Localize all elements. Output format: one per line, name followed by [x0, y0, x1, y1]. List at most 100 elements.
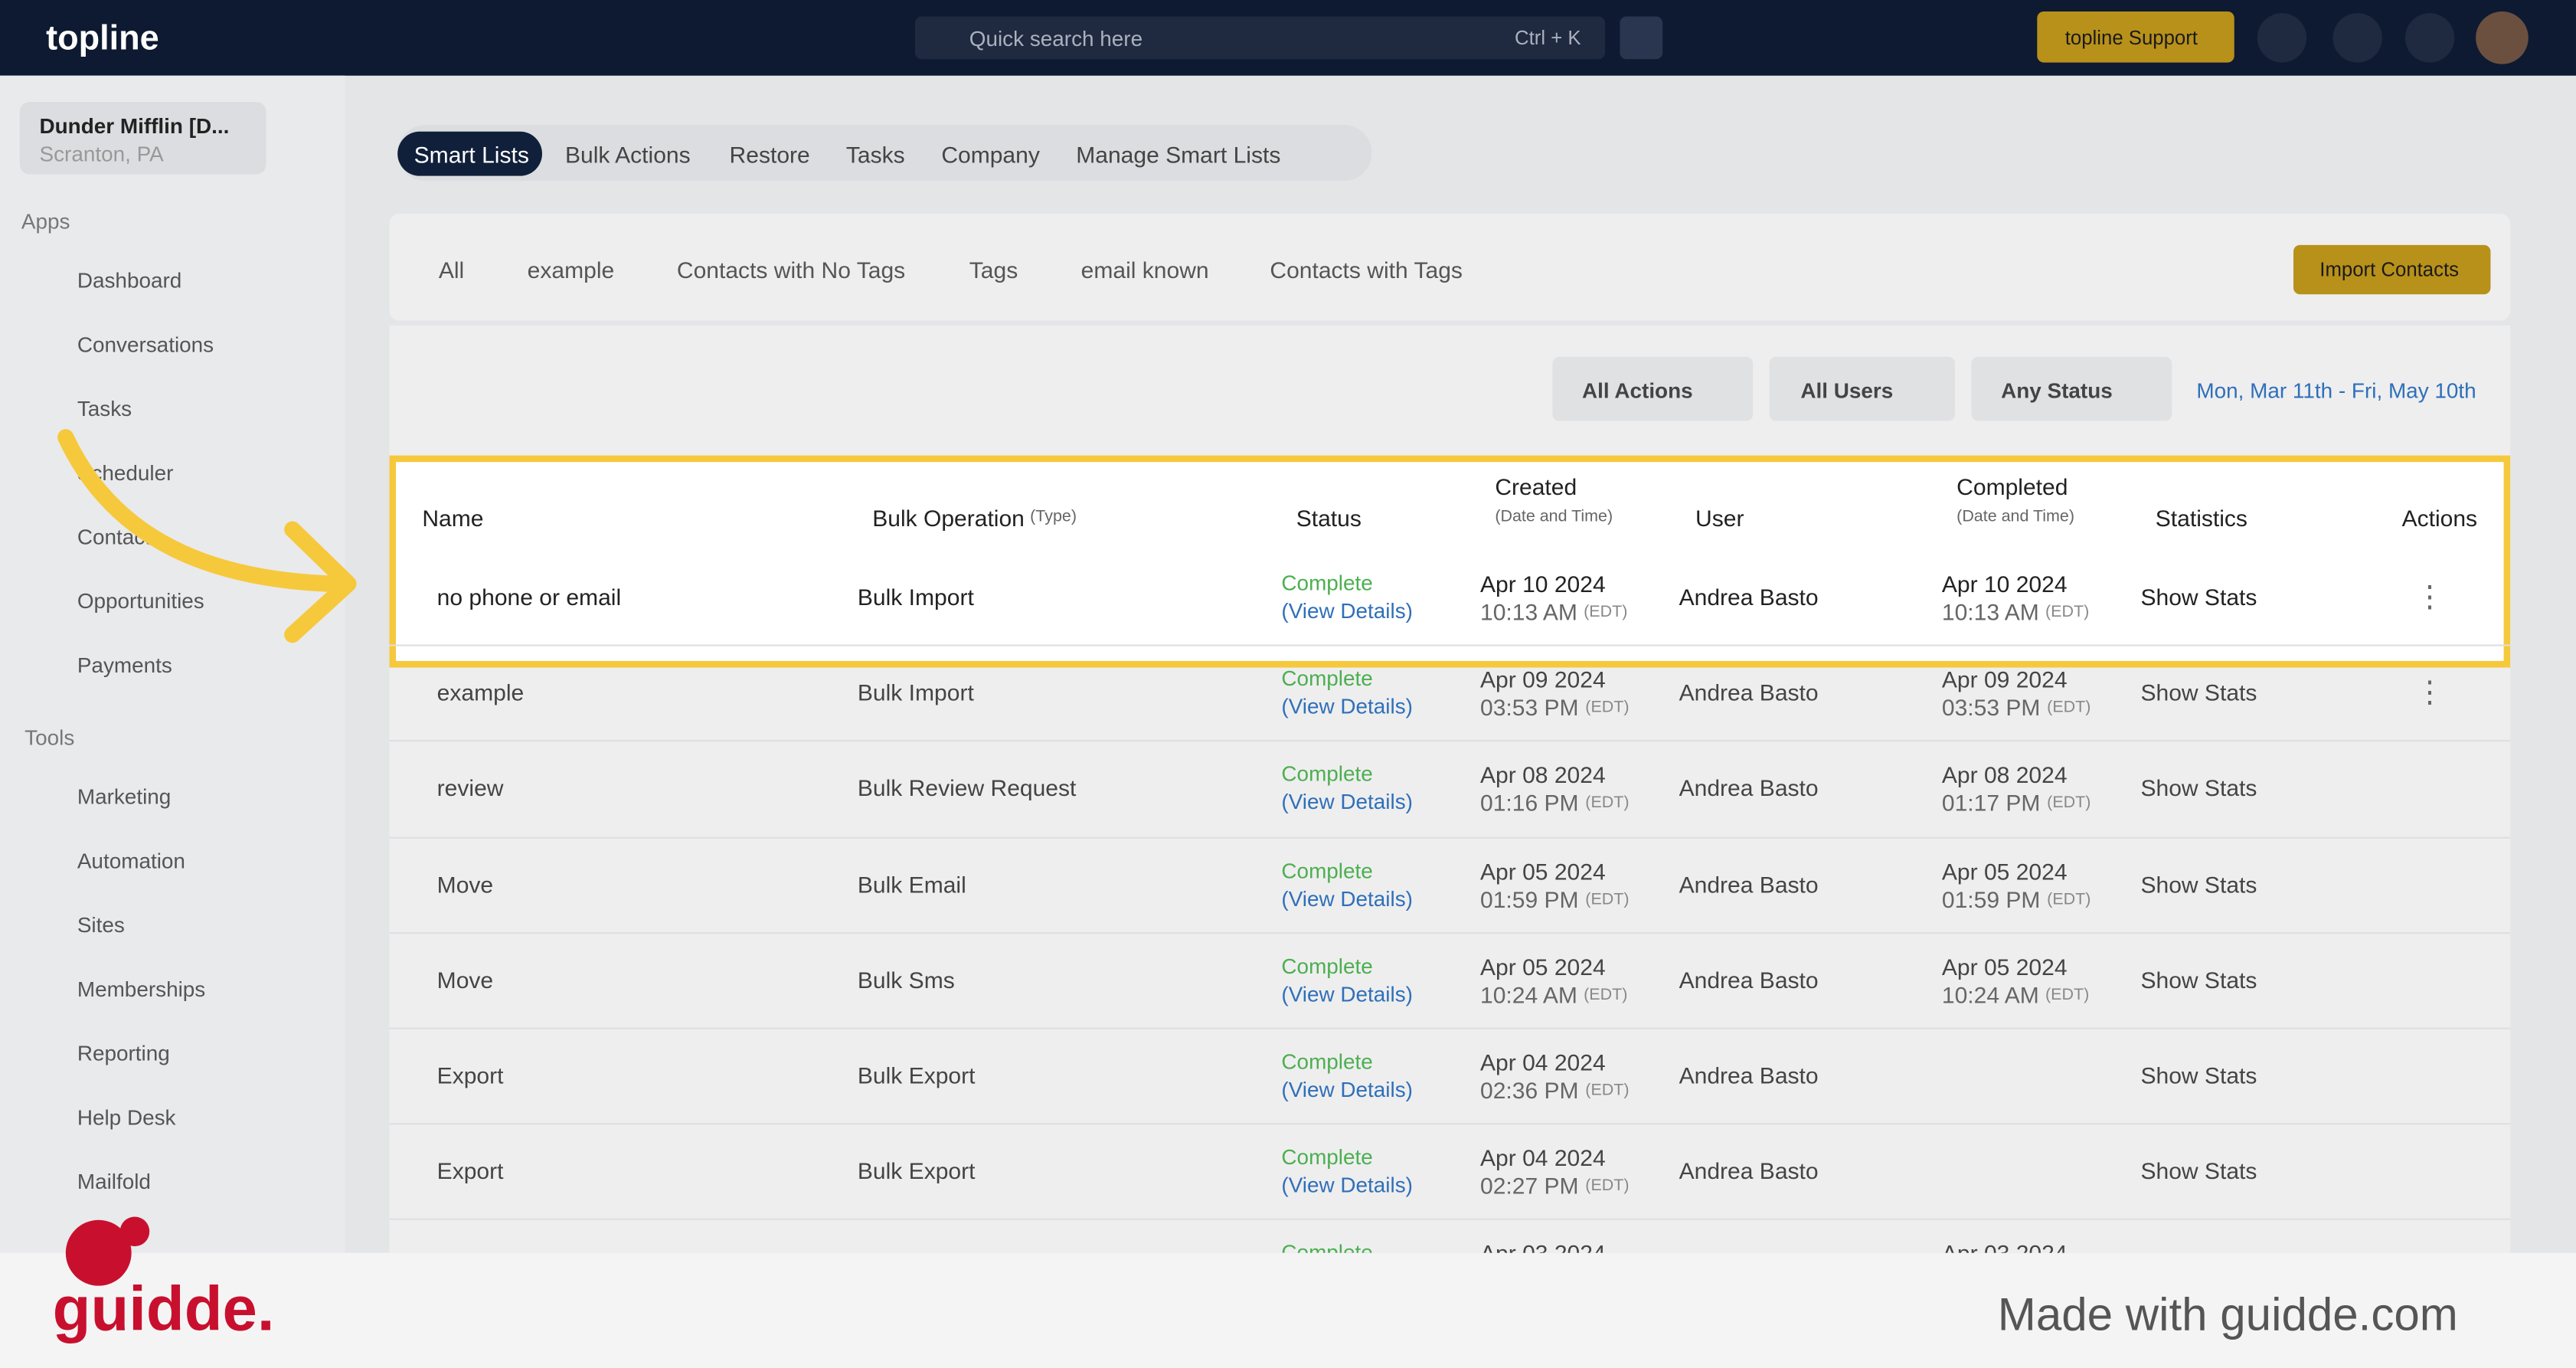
created-tz: (EDT)	[1585, 794, 1630, 813]
cell-operation: Bulk Review Request	[857, 774, 1077, 802]
filter[interactable]	[1971, 356, 2172, 421]
created-tz: (EDT)	[1584, 986, 1628, 1005]
subtab[interactable]: example	[527, 256, 615, 283]
subtab[interactable]: Contacts with No Tags	[676, 256, 906, 283]
cell-status: Complete	[1281, 857, 1373, 882]
cell-name: Export	[436, 1157, 504, 1184]
created-time: 02:36 PM	[1480, 1077, 1579, 1104]
nav-item[interactable]: Tasks	[77, 396, 132, 421]
show-stats[interactable]: Show Stats	[2140, 1062, 2257, 1089]
filter-label[interactable]: All Actions	[1582, 378, 1693, 403]
cell-operation: Bulk Email	[857, 870, 966, 898]
row-menu[interactable]: ⋮	[2414, 580, 2445, 614]
import-button[interactable]	[2293, 244, 2491, 295]
view-details-link[interactable]: (View Details)	[1281, 1172, 1413, 1198]
search-placeholder[interactable]: Quick search here	[969, 26, 1143, 51]
filter-label[interactable]: Any Status	[2001, 378, 2113, 403]
support-button[interactable]	[2037, 11, 2234, 63]
row-menu[interactable]: ⋮	[2414, 676, 2445, 709]
cell-status: Complete	[1281, 761, 1373, 787]
account-location: Scranton, PA	[39, 141, 164, 166]
show-stats[interactable]: Show Stats	[2140, 584, 2257, 610]
created-time: 10:24 AM	[1480, 981, 1577, 1008]
cell-user: Andrea Basto	[1679, 584, 1819, 610]
section-title: Apps	[21, 208, 70, 234]
tab[interactable]: Tasks	[845, 141, 905, 168]
cell-user: Andrea Basto	[1679, 1062, 1819, 1089]
nav-item[interactable]: Mailfold	[77, 1169, 151, 1194]
filter[interactable]	[1552, 356, 1754, 421]
tab[interactable]: Bulk Actions	[565, 141, 691, 168]
show-stats[interactable]: Show Stats	[2140, 774, 2257, 802]
bell-icon[interactable]	[2332, 13, 2382, 63]
completed-time: 01:59 PM	[1941, 885, 2041, 912]
tab[interactable]: Restore	[729, 141, 810, 168]
nav-item[interactable]: Help Desk	[77, 1105, 176, 1130]
filter[interactable]	[1769, 356, 1956, 421]
help-icon[interactable]	[2404, 13, 2455, 63]
subtab[interactable]: email known	[1080, 256, 1209, 283]
cell-name: review	[436, 774, 504, 802]
subtab-card	[389, 214, 2511, 321]
cell-operation: Bulk Import	[857, 679, 974, 706]
row-divider	[389, 1123, 2511, 1125]
subtab[interactable]: Contacts with Tags	[1270, 256, 1463, 283]
nav-item[interactable]: Marketing	[77, 784, 172, 810]
filter-label[interactable]: All Users	[1800, 378, 1894, 403]
show-stats[interactable]: Show Stats	[2140, 1157, 2257, 1184]
active-tab[interactable]	[397, 131, 542, 176]
subtab[interactable]: Tags	[969, 256, 1018, 283]
view-details-link[interactable]: (View Details)	[1281, 1077, 1413, 1102]
show-stats[interactable]: Show Stats	[2140, 679, 2257, 706]
created-time: 10:13 AM	[1480, 598, 1577, 625]
date-range[interactable]: Mon, Mar 11th - Fri, May 10th	[2196, 378, 2476, 403]
cell-status: Complete	[1281, 666, 1373, 691]
import-label[interactable]: Import Contacts	[2319, 258, 2460, 282]
view-details-link[interactable]: (View Details)	[1281, 694, 1413, 719]
support-label[interactable]: topline Support	[2064, 26, 2198, 50]
nav-item[interactable]: Memberships	[77, 977, 206, 1002]
subtab[interactable]: All	[438, 256, 465, 283]
view-details-link[interactable]: (View Details)	[1281, 981, 1413, 1006]
account-switcher[interactable]	[19, 102, 266, 175]
flash-button[interactable]	[1620, 16, 1663, 60]
created-date: Apr 05 2024	[1480, 953, 1606, 980]
brand-logo: topline	[46, 19, 159, 58]
nav-item[interactable]: Conversations	[77, 332, 214, 357]
view-details-link[interactable]: (View Details)	[1281, 598, 1413, 623]
nav-item[interactable]: Opportunities	[77, 588, 204, 614]
nav-item[interactable]: Payments	[77, 653, 172, 678]
show-stats[interactable]: Show Stats	[2140, 966, 2257, 993]
nav-item[interactable]: Dashboard	[77, 267, 182, 293]
created-time: 01:59 PM	[1480, 885, 1579, 912]
search-shortcut: Ctrl + K	[1515, 26, 1581, 50]
view-details-link[interactable]: (View Details)	[1281, 790, 1413, 815]
cell-status: Complete	[1281, 953, 1373, 978]
completed-time: 01:17 PM	[1941, 790, 2041, 817]
row-divider	[389, 931, 2511, 934]
tab[interactable]: Manage Smart Lists	[1076, 141, 1281, 168]
account-name[interactable]: Dunder Mifflin [D...	[39, 113, 230, 139]
completed-date: Apr 05 2024	[1941, 857, 2068, 884]
tab[interactable]: Company	[941, 141, 1040, 168]
cell-user: Andrea Basto	[1679, 870, 1819, 898]
phone-icon[interactable]	[2257, 13, 2307, 63]
search-box[interactable]	[914, 16, 1606, 60]
view-details-link[interactable]: (View Details)	[1281, 885, 1413, 911]
cell-name: example	[436, 679, 525, 706]
tab-bar	[397, 125, 1372, 182]
row-divider	[389, 1219, 2511, 1221]
completed-tz: (EDT)	[2047, 699, 2091, 718]
show-stats[interactable]: Show Stats	[2140, 870, 2257, 898]
nav-item[interactable]: Automation	[77, 848, 185, 873]
nav-item[interactable]: Reporting	[77, 1040, 170, 1065]
tab[interactable]: Smart Lists	[414, 141, 529, 168]
cell-operation: Bulk Sms	[857, 966, 955, 993]
cell-user: Andrea Basto	[1679, 679, 1819, 706]
avatar[interactable]	[2476, 11, 2529, 64]
column-header: Name	[422, 505, 484, 532]
nav-item[interactable]: Sites	[77, 912, 125, 938]
created-time: 01:16 PM	[1480, 790, 1579, 817]
